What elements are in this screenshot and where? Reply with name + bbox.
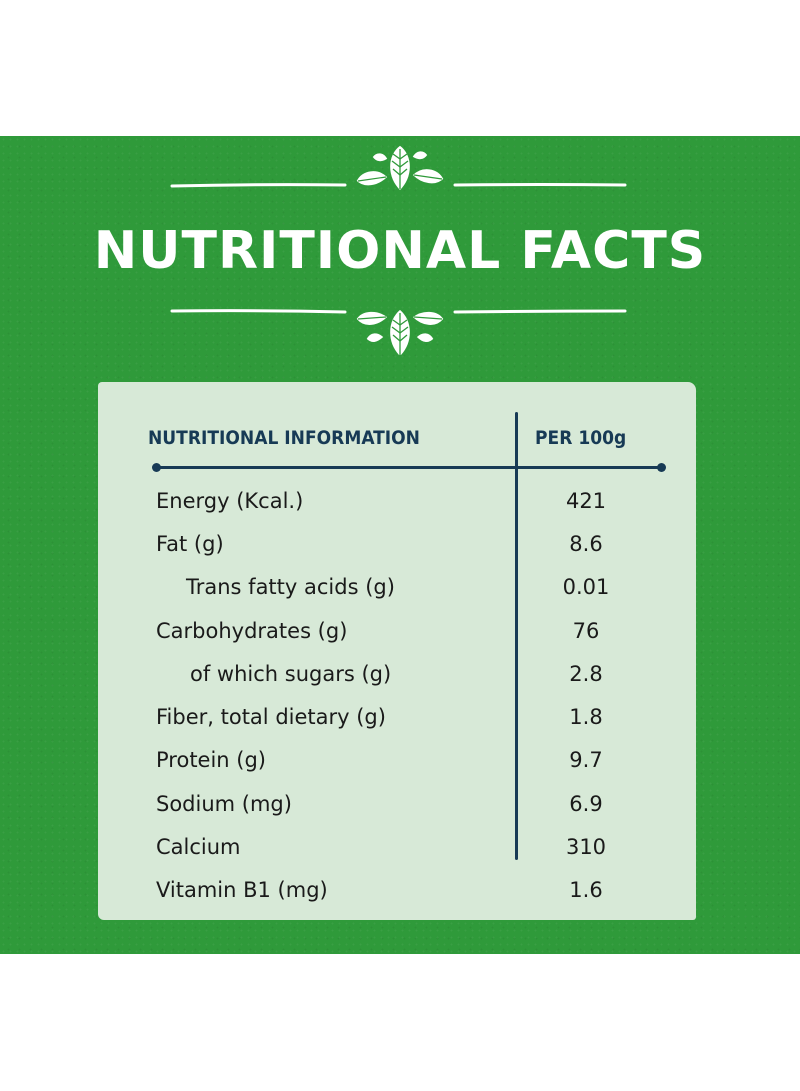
column-divider — [515, 412, 518, 860]
row-value: 8.6 — [569, 532, 603, 556]
row-label: of which sugars (g) — [190, 662, 392, 686]
row-label: Fat (g) — [156, 532, 224, 556]
table-row: Energy (Kcal.) 421 — [98, 480, 696, 520]
leaf-ornament-icon — [170, 144, 627, 191]
row-value: 2.8 — [569, 662, 603, 686]
row-value: 310 — [565, 835, 607, 859]
row-value: 0.01 — [562, 575, 610, 599]
row-value: 1.6 — [569, 878, 603, 902]
row-value: 421 — [565, 489, 607, 513]
table-row: Fiber, total dietary (g) 1.8 — [98, 696, 696, 736]
table-row: Trans fatty acids (g) 0.01 — [98, 566, 696, 606]
row-label: Protein (g) — [156, 748, 267, 772]
nutrition-table: NUTRITIONAL INFORMATION PER 100g Energy … — [98, 382, 696, 920]
table-row: Sodium (mg) 6.9 — [98, 783, 696, 823]
row-value: 6.9 — [569, 792, 603, 816]
row-label: Sodium (mg) — [156, 792, 292, 816]
leaf-ornament-icon — [170, 308, 627, 355]
header-per-100g: PER 100g — [535, 427, 627, 449]
row-label: Calcium — [156, 835, 241, 859]
header-nutritional-information: NUTRITIONAL INFORMATION — [148, 427, 420, 449]
row-label: Fiber, total dietary (g) — [156, 705, 386, 729]
table-row: of which sugars (g) 2.8 — [98, 653, 696, 693]
row-label: Trans fatty acids (g) — [186, 575, 395, 599]
row-label: Vitamin B1 (mg) — [156, 878, 328, 902]
table-row: Carbohydrates (g) 76 — [98, 610, 696, 650]
row-value: 9.7 — [569, 748, 603, 772]
table-row: Fat (g) 8.6 — [98, 523, 696, 563]
row-label: Carbohydrates (g) — [156, 619, 348, 643]
table-row: Calcium 310 — [98, 826, 696, 866]
row-label: Energy (Kcal.) — [156, 489, 304, 513]
row-value: 1.8 — [569, 705, 603, 729]
table-row: Vitamin B1 (mg) 1.6 — [98, 869, 696, 909]
row-value: 76 — [572, 619, 600, 643]
page-title: NUTRITIONAL FACTS — [93, 221, 707, 281]
header-rule — [152, 463, 666, 472]
table-row: Protein (g) 9.7 — [98, 739, 696, 779]
